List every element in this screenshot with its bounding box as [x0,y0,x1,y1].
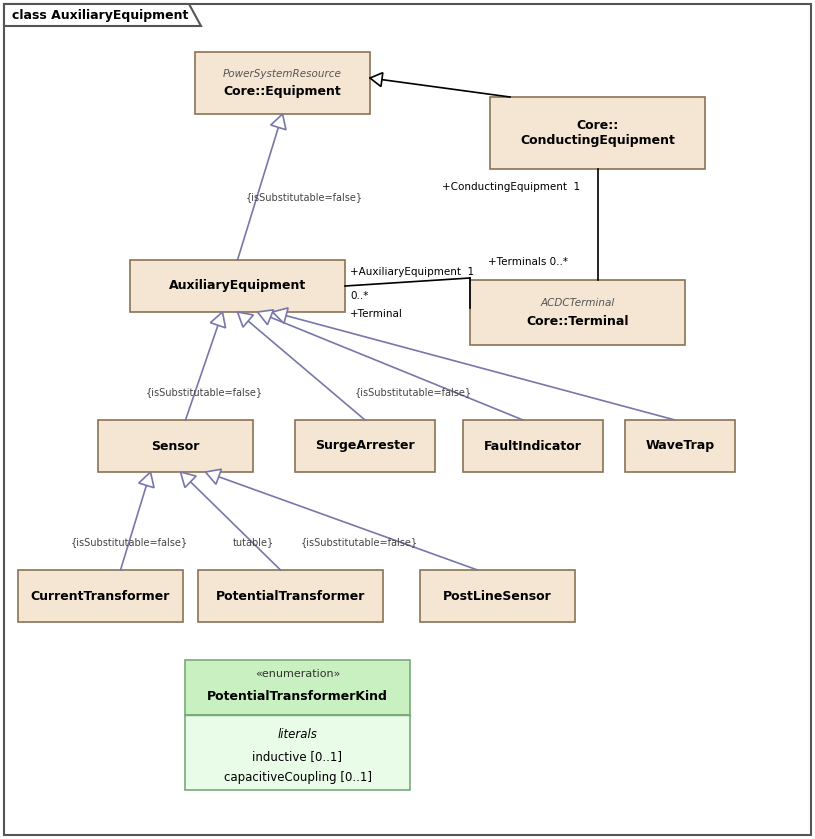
Bar [195,52,370,114]
Polygon shape [139,472,154,487]
Bar [463,420,603,472]
Polygon shape [237,312,253,327]
Polygon shape [4,4,201,26]
Polygon shape [210,312,226,328]
Polygon shape [271,114,286,130]
Text: inductive [0..1]: inductive [0..1] [253,751,342,763]
Text: PowerSystemResource: PowerSystemResource [223,69,342,79]
Text: Core::Terminal: Core::Terminal [526,315,628,328]
Polygon shape [370,73,383,86]
Text: 0..*: 0..* [350,291,368,301]
Bar [470,280,685,345]
Text: Sensor: Sensor [152,440,200,452]
Bar [295,420,435,472]
Text: class AuxiliaryEquipment: class AuxiliaryEquipment [12,8,188,22]
Text: AuxiliaryEquipment: AuxiliaryEquipment [169,279,306,293]
Text: +ConductingEquipment  1: +ConductingEquipment 1 [443,182,580,192]
Text: +Terminal: +Terminal [350,309,403,319]
Polygon shape [258,310,274,325]
Text: PotentialTransformer: PotentialTransformer [216,590,365,602]
Bar [490,97,705,169]
Text: PotentialTransformerKind: PotentialTransformerKind [207,690,388,702]
Text: {isSubstitutable=false}: {isSubstitutable=false} [146,387,262,397]
Text: {isSubstitutable=false}: {isSubstitutable=false} [355,387,472,397]
Text: {isSubstitutable=false}: {isSubstitutable=false} [71,537,187,547]
Text: capacitiveCoupling [0..1]: capacitiveCoupling [0..1] [223,770,372,784]
Bar [420,570,575,622]
Text: tutable}: tutable} [232,537,274,547]
Polygon shape [205,469,222,484]
Text: +AuxiliaryEquipment  1: +AuxiliaryEquipment 1 [350,267,474,277]
Text: {isSubstitutable=false}: {isSubstitutable=false} [301,537,417,547]
Bar [625,420,735,472]
Text: «enumeration»: «enumeration» [255,669,340,679]
Bar [198,570,383,622]
Text: Core::Equipment: Core::Equipment [223,86,341,98]
Text: literals: literals [278,728,317,742]
Text: SurgeArrester: SurgeArrester [315,440,415,452]
Text: +Terminals 0..*: +Terminals 0..* [487,257,567,267]
Text: FaultIndicator: FaultIndicator [484,440,582,452]
Polygon shape [272,308,288,323]
Text: Core::
ConductingEquipment: Core:: ConductingEquipment [520,119,675,147]
Bar [130,260,345,312]
Text: ACDCTerminal: ACDCTerminal [540,299,615,309]
Polygon shape [180,472,196,487]
Bar [185,715,410,790]
Text: WaveTrap: WaveTrap [645,440,715,452]
Text: CurrentTransformer: CurrentTransformer [31,590,170,602]
Text: {isSubstitutable=false}: {isSubstitutable=false} [245,192,363,202]
Text: PostLineSensor: PostLineSensor [443,590,552,602]
Bar [185,660,410,715]
Bar [18,570,183,622]
Bar [98,420,253,472]
